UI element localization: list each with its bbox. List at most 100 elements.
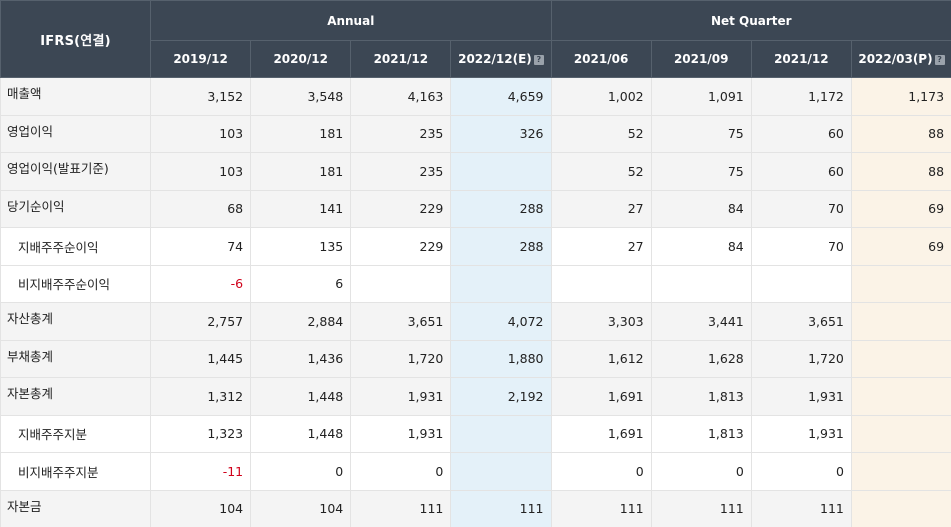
- row-label: 부채총계: [0, 339, 151, 378]
- row-label: 비지배주주지분: [0, 452, 151, 491]
- header-period: 2019/12: [149, 40, 252, 78]
- value-cell: 3,303: [550, 302, 652, 341]
- value-cell: 111: [550, 489, 652, 527]
- value-cell: 229: [350, 227, 452, 266]
- table-row: 부채총계 1,445 1,436 1,720 1,880 1,612 1,628 1,720: [0, 339, 951, 378]
- period-label: 2021/12: [373, 52, 429, 66]
- value-cell: 0: [250, 452, 352, 491]
- header-period-estimate: 2022/12(E)?: [450, 40, 552, 78]
- value-cell: [450, 452, 552, 491]
- value-cell: 1,436: [250, 339, 352, 378]
- row-label: 자본총계: [0, 377, 151, 416]
- period-label: 2021/09: [673, 52, 729, 66]
- table-header: IFRS(연결) Annual Net Quarter 2019/12 2020…: [0, 0, 951, 78]
- value-cell: 1,931: [750, 377, 852, 416]
- row-label: 지배주주순이익: [0, 227, 151, 266]
- value-cell: 1,813: [650, 377, 752, 416]
- value-cell: 75: [650, 114, 752, 153]
- header-period-preliminary: 2022/03(P)?: [850, 40, 951, 78]
- value-cell: 235: [350, 114, 452, 153]
- value-cell: 1,091: [650, 77, 752, 116]
- value-cell: 1,691: [550, 414, 652, 453]
- value-cell: 52: [550, 114, 652, 153]
- header-period: 2021/09: [650, 40, 752, 78]
- header-ifrs-consolidated: IFRS(연결): [0, 0, 151, 78]
- value-cell: 1,628: [650, 339, 752, 378]
- value-cell: [850, 452, 951, 491]
- value-cell: 1,720: [750, 339, 852, 378]
- value-cell: [850, 377, 951, 416]
- value-cell: 3,548: [250, 77, 352, 116]
- value-cell: [850, 339, 951, 378]
- value-cell: 0: [750, 452, 852, 491]
- value-cell: 3,651: [750, 302, 852, 341]
- value-cell: [750, 264, 852, 303]
- value-cell: 74: [149, 227, 252, 266]
- value-cell: [850, 302, 951, 341]
- table-row: 자산총계 2,757 2,884 3,651 4,072 3,303 3,441 3,651: [0, 302, 951, 341]
- value-cell: 1,931: [350, 377, 452, 416]
- period-label: 2020/12: [273, 52, 328, 66]
- value-cell: 70: [750, 189, 852, 228]
- table-row: 영업이익(발표기준) 103 181 235 52 75 60 88: [0, 152, 951, 191]
- period-label: 2022/12(E): [458, 52, 532, 66]
- value-cell: 103: [149, 114, 252, 153]
- value-cell: 69: [850, 189, 951, 228]
- table-row: 자본총계 1,312 1,448 1,931 2,192 1,691 1,813 1,931: [0, 377, 951, 416]
- value-cell: 229: [350, 189, 452, 228]
- value-cell: 75: [650, 152, 752, 191]
- help-icon[interactable]: ?: [934, 55, 945, 65]
- value-cell: 68: [149, 189, 252, 228]
- value-cell: 111: [650, 489, 752, 527]
- value-cell: 1,448: [250, 414, 352, 453]
- table-row: 비지배주주순이익 -6 6: [0, 264, 951, 303]
- row-label: 비지배주주순이익: [0, 264, 151, 303]
- value-cell: 181: [250, 152, 352, 191]
- value-cell: 27: [550, 189, 652, 228]
- value-cell: 1,880: [450, 339, 552, 378]
- value-cell: 1,445: [149, 339, 252, 378]
- value-cell: 84: [650, 227, 752, 266]
- value-cell: [450, 152, 552, 191]
- table-row: 당기순이익 68 141 229 288 27 84 70 69: [0, 189, 951, 228]
- table-row: 영업이익 103 181 235 326 52 75 60 88: [0, 114, 951, 153]
- value-cell: 104: [149, 489, 252, 527]
- value-cell: 1,323: [149, 414, 252, 453]
- value-cell: 141: [250, 189, 352, 228]
- value-cell: 2,884: [250, 302, 352, 341]
- value-cell: 235: [350, 152, 452, 191]
- value-cell: 70: [750, 227, 852, 266]
- value-cell: [850, 414, 951, 453]
- period-label: 2021/12: [774, 52, 829, 66]
- row-label: 자본금: [0, 489, 151, 527]
- value-cell: 288: [450, 189, 552, 228]
- value-cell: [850, 264, 951, 303]
- value-cell: 288: [450, 227, 552, 266]
- table-row: 지배주주순이익 74 135 229 288 27 84 70 69: [0, 227, 951, 266]
- value-cell: 1,172: [750, 77, 852, 116]
- period-label: 2019/12: [173, 52, 228, 66]
- value-cell: 111: [750, 489, 852, 527]
- table-body: 매출액 3,152 3,548 4,163 4,659 1,002 1,091 1,172 1,…: [0, 77, 951, 527]
- value-cell: 1,691: [550, 377, 652, 416]
- value-cell: 69: [850, 227, 951, 266]
- header-period: 2021/12: [350, 40, 452, 78]
- table-row: 매출액 3,152 3,548 4,163 4,659 1,002 1,091 1,172 1,…: [0, 77, 951, 116]
- help-icon[interactable]: ?: [533, 55, 544, 65]
- row-label: 매출액: [0, 77, 151, 116]
- row-label: 영업이익(발표기준): [0, 152, 151, 191]
- row-label: 자산총계: [0, 302, 151, 341]
- value-cell: 0: [550, 452, 652, 491]
- value-cell: [350, 264, 452, 303]
- value-cell: 52: [550, 152, 652, 191]
- value-cell: 1,931: [750, 414, 852, 453]
- value-cell: 111: [350, 489, 452, 527]
- value-cell: 88: [850, 152, 951, 191]
- header-annual-group: Annual: [150, 0, 552, 41]
- header-period: 2021/06: [550, 40, 652, 78]
- row-label: 당기순이익: [0, 189, 151, 228]
- value-cell: 3,152: [149, 77, 252, 116]
- value-cell: 111: [450, 489, 552, 527]
- table-row: 자본금 104 104 111 111 111 111 111: [0, 489, 951, 527]
- period-label: 2022/03(P): [858, 52, 933, 66]
